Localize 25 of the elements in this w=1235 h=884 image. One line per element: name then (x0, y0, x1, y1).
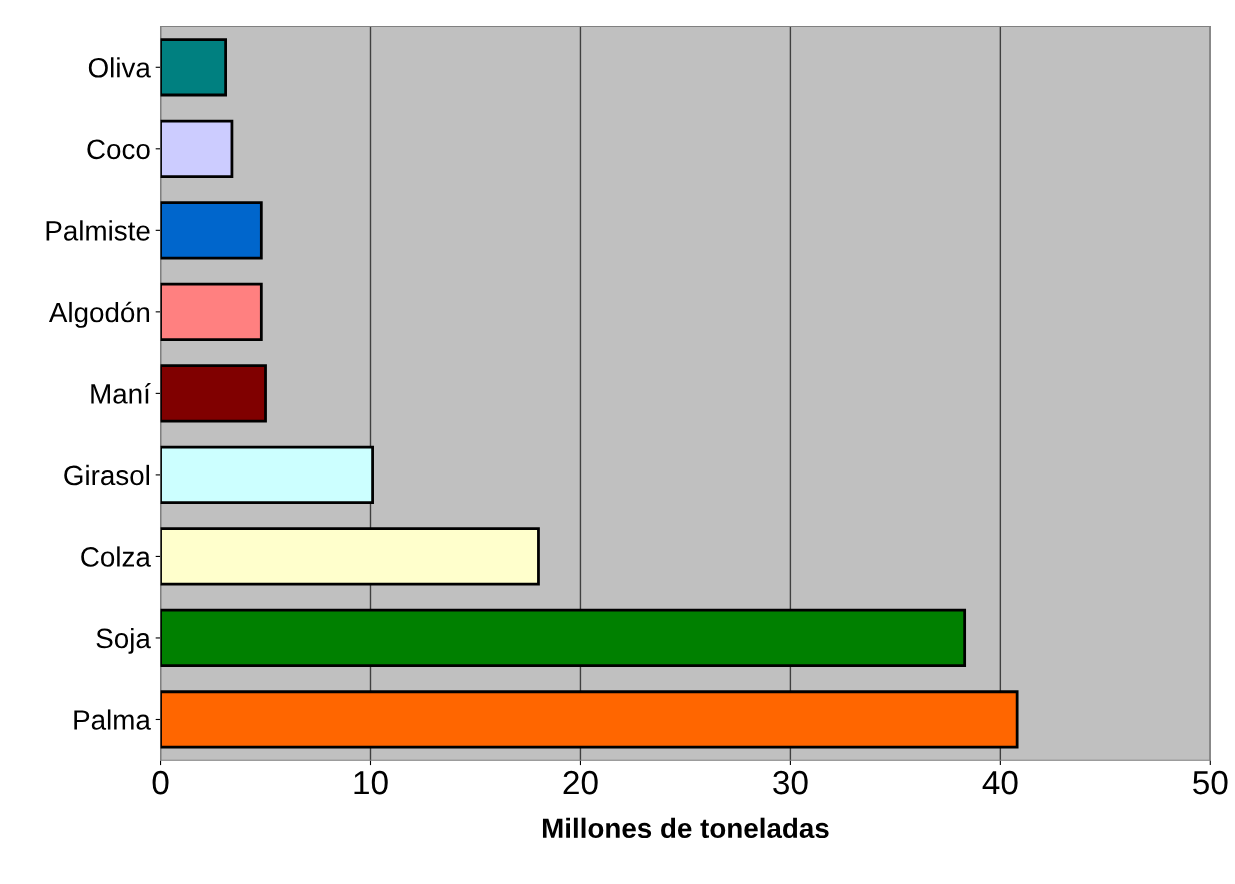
y-tick-label: Algodón (48, 301, 150, 328)
x-tick-label: 50 (1193, 770, 1228, 795)
y-tick-label: Coco (87, 139, 150, 160)
bar (160, 527, 540, 586)
y-tick-label: Maní (91, 382, 151, 404)
x-tick-label: 30 (773, 770, 808, 795)
x-axis-title: Millones de toneladas (542, 817, 829, 839)
bar (160, 38, 228, 97)
y-tick-label: Palma (74, 709, 151, 730)
y-tick-label: Soja (96, 627, 151, 654)
bar (160, 201, 263, 260)
x-tick-label: 0 (152, 770, 169, 795)
y-tick-label: Girasol (64, 464, 149, 486)
bar (160, 690, 1019, 749)
x-tick-label: 40 (982, 770, 1018, 795)
bar (160, 608, 967, 668)
y-tick-label: Palmiste (46, 220, 150, 241)
bar (160, 445, 374, 505)
y-tick-label: Oliva (88, 57, 151, 78)
bar (160, 119, 234, 178)
y-tick-label: Colza (81, 546, 151, 567)
x-tick-label: 20 (563, 770, 598, 795)
x-tick-label: 10 (354, 770, 388, 795)
bar (160, 282, 263, 341)
bar (160, 364, 267, 423)
